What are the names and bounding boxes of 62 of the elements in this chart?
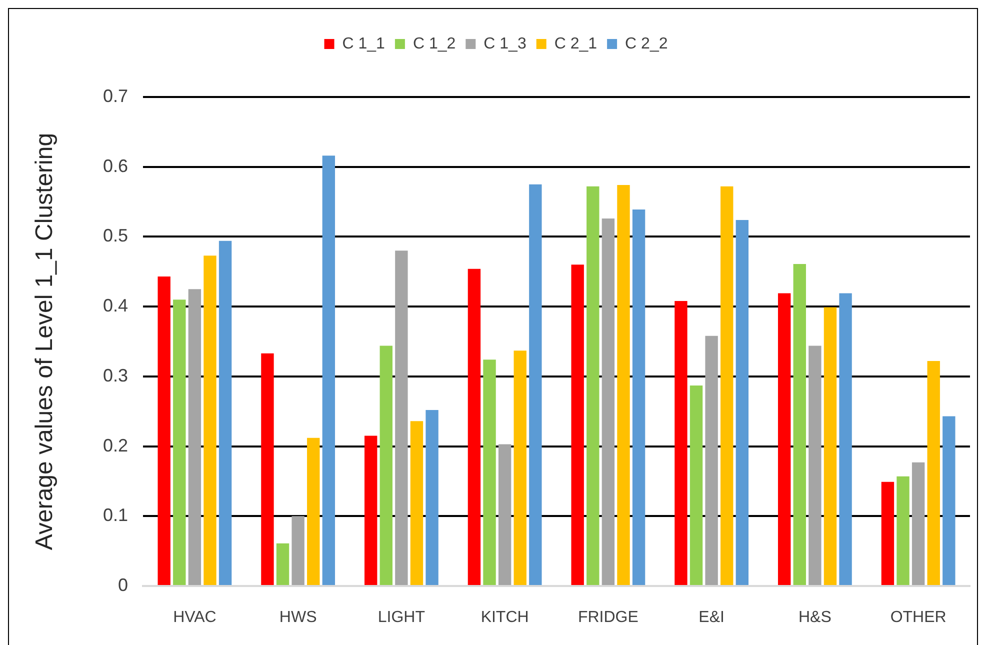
bar — [322, 156, 336, 585]
bar — [158, 276, 170, 585]
bar — [307, 438, 320, 585]
x-tick-label: E&I — [698, 609, 724, 626]
x-tick-label: KITCH — [480, 609, 529, 626]
bar — [380, 346, 392, 585]
bar — [793, 264, 806, 585]
bar — [364, 436, 378, 585]
bar — [927, 361, 940, 585]
bar — [395, 250, 408, 585]
legend-label: C 1_3 — [484, 35, 526, 52]
bar — [586, 186, 600, 585]
bar — [736, 220, 749, 585]
x-tick-label: HWS — [279, 609, 317, 626]
legend-label: C 1_2 — [412, 35, 456, 52]
bar — [276, 543, 290, 585]
bar — [468, 268, 481, 585]
y-tick-label: 0.2 — [102, 435, 128, 456]
bar — [173, 300, 186, 585]
bar — [824, 307, 837, 585]
bar — [261, 353, 274, 585]
bar — [529, 184, 542, 585]
y-tick-label: 0.5 — [102, 226, 128, 246]
bar — [912, 462, 925, 585]
bar — [720, 186, 734, 585]
bar — [571, 264, 584, 585]
legend-label: C 2_1 — [554, 35, 598, 52]
y-tick-label: 0.6 — [102, 156, 128, 176]
bar — [896, 476, 910, 585]
y-tick-label: 0.1 — [102, 505, 128, 526]
x-tick-label: H&S — [798, 609, 832, 626]
bar — [632, 209, 646, 585]
bar — [188, 289, 202, 585]
bar — [617, 185, 630, 585]
legend-label: C 1_1 — [342, 35, 386, 52]
x-tick-label: LIGHT — [378, 609, 426, 626]
bar — [483, 360, 496, 585]
bar — [410, 421, 424, 585]
bar — [705, 336, 718, 585]
y-tick-label: 0.4 — [102, 296, 128, 316]
x-tick-label: FRIDGE — [578, 609, 638, 626]
bar — [514, 350, 526, 585]
bar — [204, 256, 216, 585]
bar — [218, 240, 232, 585]
bar — [690, 386, 703, 585]
legend-label: C 2_2 — [625, 35, 668, 52]
bar — [498, 444, 512, 585]
bar — [426, 410, 438, 585]
bar — [808, 346, 822, 585]
bar — [292, 516, 304, 585]
bar — [674, 300, 688, 585]
y-tick-label: 0 — [118, 574, 128, 595]
y-tick-label: 0.7 — [102, 86, 128, 106]
bar — [942, 416, 956, 585]
x-tick-label: OTHER — [890, 609, 946, 626]
bar — [881, 482, 894, 585]
bar — [602, 218, 615, 585]
y-tick-label: 0.3 — [102, 365, 128, 386]
y-axis-title: Average values of Level 1_1 Clustering — [31, 132, 58, 550]
bar — [839, 293, 852, 585]
bar — [778, 293, 791, 585]
x-tick-label: HVAC — [173, 609, 216, 626]
